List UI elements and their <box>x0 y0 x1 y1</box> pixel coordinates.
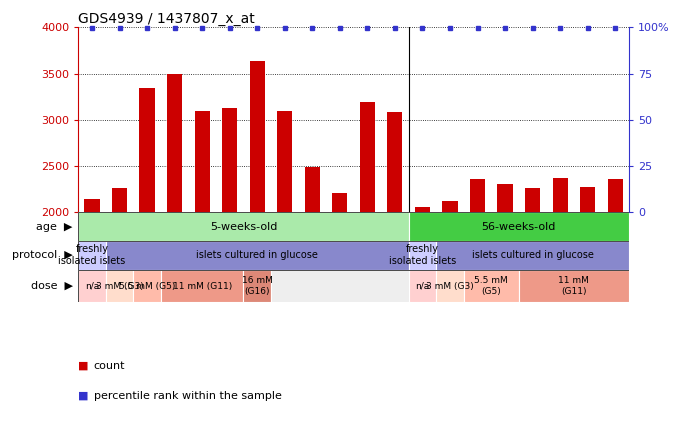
Bar <box>360 102 375 212</box>
Bar <box>133 269 160 302</box>
Text: 5-weeks-old: 5-weeks-old <box>209 222 277 231</box>
Bar <box>167 74 182 212</box>
Bar <box>78 212 409 241</box>
Text: islets cultured in glucose: islets cultured in glucose <box>197 250 318 260</box>
Bar <box>305 167 320 212</box>
Text: n/a: n/a <box>415 282 430 291</box>
Text: 3 mM (G3): 3 mM (G3) <box>426 282 474 291</box>
Bar <box>222 108 237 212</box>
Bar <box>443 201 458 212</box>
Text: ■: ■ <box>78 361 88 371</box>
Text: islets cultured in glucose: islets cultured in glucose <box>472 250 594 260</box>
Bar <box>464 269 519 302</box>
Bar <box>78 241 106 269</box>
Text: freshly
isolated islets: freshly isolated islets <box>389 244 456 266</box>
Bar <box>277 110 292 212</box>
Bar <box>415 206 430 212</box>
Bar <box>409 241 437 269</box>
Text: percentile rank within the sample: percentile rank within the sample <box>94 390 282 401</box>
Bar <box>194 110 209 212</box>
Bar <box>106 269 133 302</box>
Bar <box>553 178 568 212</box>
Text: ■: ■ <box>78 390 88 401</box>
Text: n/a: n/a <box>85 282 99 291</box>
Bar <box>409 212 629 241</box>
Text: 11 mM (G11): 11 mM (G11) <box>173 282 232 291</box>
Y-axis label: age  ▶: age ▶ <box>36 222 73 231</box>
Bar <box>519 269 629 302</box>
Bar <box>271 269 409 302</box>
Bar <box>160 269 243 302</box>
Bar <box>243 269 271 302</box>
Bar <box>437 269 464 302</box>
Bar <box>78 269 106 302</box>
Bar <box>250 61 265 212</box>
Text: 5.5 mM (G5): 5.5 mM (G5) <box>119 282 175 291</box>
Bar <box>139 88 154 212</box>
Bar <box>112 188 127 212</box>
Bar <box>84 199 99 212</box>
Bar <box>498 184 513 212</box>
Bar <box>333 193 347 212</box>
Bar <box>470 179 485 212</box>
Text: freshly
isolated islets: freshly isolated islets <box>58 244 126 266</box>
Text: GDS4939 / 1437807_x_at: GDS4939 / 1437807_x_at <box>78 12 255 27</box>
Y-axis label: protocol  ▶: protocol ▶ <box>12 250 73 260</box>
Bar <box>525 188 540 212</box>
Text: count: count <box>94 361 125 371</box>
Text: 56-weeks-old: 56-weeks-old <box>481 222 556 231</box>
Bar <box>437 241 629 269</box>
Bar <box>388 113 403 212</box>
Y-axis label: dose  ▶: dose ▶ <box>31 281 73 291</box>
Text: 16 mM
(G16): 16 mM (G16) <box>242 276 273 296</box>
Text: 3 mM (G3): 3 mM (G3) <box>96 282 143 291</box>
Bar <box>106 241 409 269</box>
Bar <box>580 187 595 212</box>
Text: 11 mM
(G11): 11 mM (G11) <box>558 276 590 296</box>
Text: 5.5 mM
(G5): 5.5 mM (G5) <box>475 276 508 296</box>
Bar <box>608 179 623 212</box>
Bar <box>409 269 437 302</box>
